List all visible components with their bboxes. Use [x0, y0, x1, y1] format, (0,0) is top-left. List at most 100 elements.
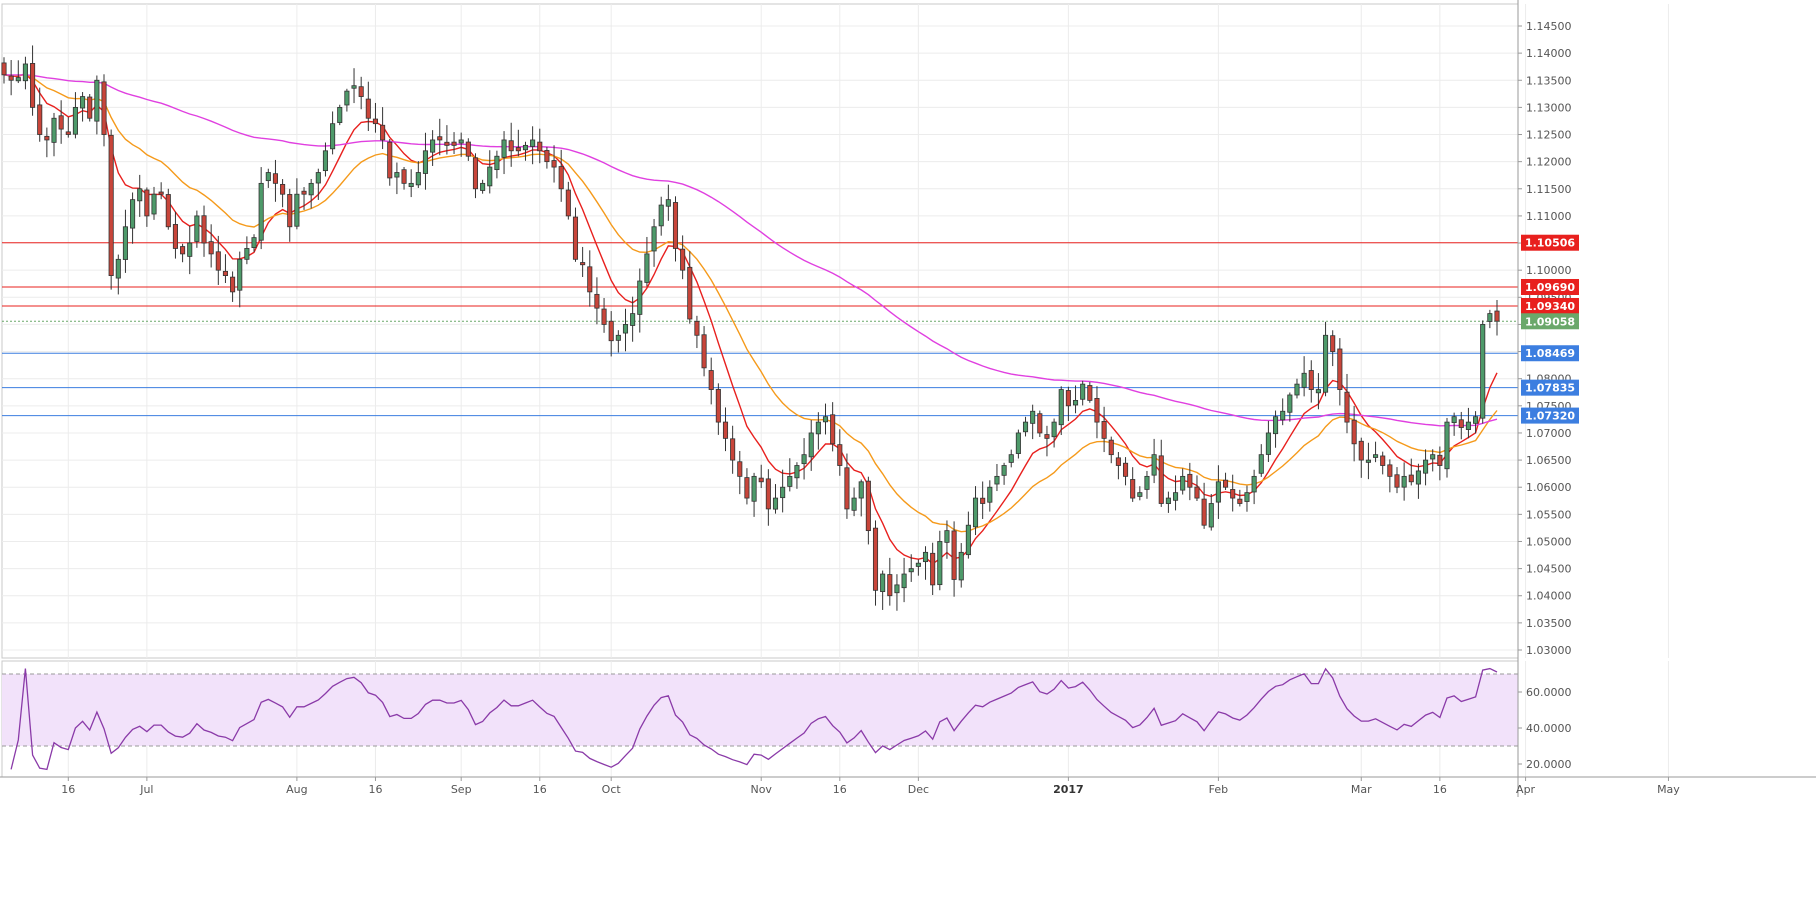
- candle-body: [915, 562, 921, 567]
- candle-body: [1065, 390, 1071, 407]
- candle-body: [330, 123, 336, 150]
- candle-body: [772, 497, 779, 510]
- candle-body: [1187, 473, 1193, 488]
- time-tick-label: 16: [533, 783, 547, 796]
- candle-body: [1237, 498, 1243, 504]
- candle-body: [815, 421, 821, 435]
- candle-body: [215, 251, 221, 271]
- level-price-label: 1.10506: [1525, 237, 1575, 250]
- candle-body: [587, 266, 593, 293]
- candle-body: [851, 497, 857, 511]
- candle-body: [1094, 398, 1100, 423]
- candle-body: [965, 524, 971, 556]
- candle-body: [572, 216, 579, 260]
- time-tick-label: 2017: [1053, 783, 1084, 796]
- candle-body: [1301, 372, 1307, 388]
- candle-body: [1394, 474, 1400, 488]
- candle-body: [158, 191, 164, 195]
- candle-body: [1037, 413, 1043, 434]
- candle-body: [822, 416, 829, 423]
- candle-body: [1415, 470, 1421, 485]
- candle-body: [351, 85, 357, 89]
- candle-body: [1208, 503, 1214, 528]
- candle-body: [1108, 439, 1114, 456]
- candle-body: [908, 568, 914, 573]
- candle-body: [1373, 454, 1379, 458]
- candle-body: [665, 199, 671, 207]
- time-tick-label: 16: [833, 783, 847, 796]
- candle-body: [1137, 492, 1143, 497]
- candle-body: [394, 172, 400, 178]
- candle-body: [1344, 391, 1350, 423]
- price-tick-label: 1.12500: [1526, 129, 1572, 142]
- candle-body: [608, 320, 614, 342]
- candle-body: [287, 194, 293, 228]
- candle-body: [322, 150, 329, 172]
- candle-body: [708, 370, 714, 390]
- candle-body: [1151, 454, 1157, 476]
- candle-body: [1087, 385, 1093, 401]
- candle-body: [937, 541, 943, 586]
- candle-body: [1437, 454, 1443, 466]
- candle-body: [222, 270, 228, 277]
- candle-body: [230, 276, 236, 293]
- candle-body: [601, 308, 607, 325]
- candle-body: [1294, 383, 1300, 396]
- candle-body: [80, 96, 86, 109]
- rsi-tick-label: 20.0000: [1526, 758, 1572, 771]
- rsi-line: [10, 667, 1498, 771]
- candle-body: [551, 160, 557, 168]
- candle-body: [1423, 459, 1429, 474]
- candle-body: [237, 258, 243, 291]
- candle-body: [615, 334, 621, 341]
- candle-body: [872, 527, 879, 591]
- candle-body: [501, 139, 507, 158]
- candle-body: [251, 237, 257, 249]
- price-tick-label: 1.05500: [1526, 508, 1572, 521]
- candle-body: [1058, 389, 1064, 426]
- candle-body: [672, 202, 679, 249]
- candle-body: [165, 194, 171, 228]
- price-tick-label: 1.06000: [1526, 481, 1572, 494]
- level-price-box: [1521, 297, 1579, 314]
- candle-body: [801, 454, 807, 465]
- candle-body: [1473, 416, 1479, 424]
- price-tick-label: 1.14000: [1526, 47, 1572, 60]
- candle-body: [694, 320, 700, 336]
- candle-body: [1465, 421, 1471, 430]
- candle-body: [65, 131, 71, 135]
- candle-body: [1030, 410, 1036, 424]
- candle-body: [258, 182, 264, 241]
- candle-body: [958, 551, 964, 581]
- candle-body: [744, 477, 750, 499]
- candle-body: [265, 172, 271, 182]
- candle-body: [865, 480, 871, 532]
- candle-body: [630, 313, 636, 326]
- level-price-label: 1.09058: [1525, 315, 1575, 328]
- candle-body: [1273, 416, 1279, 435]
- candle-body: [51, 117, 57, 143]
- candle-body: [637, 280, 643, 315]
- candle-body: [1130, 479, 1136, 499]
- price-tick-label: 1.12000: [1526, 156, 1572, 169]
- candle-body: [901, 573, 907, 589]
- candle-body: [1330, 335, 1336, 352]
- time-tick-label: Nov: [750, 783, 772, 796]
- candle-body: [1487, 313, 1493, 322]
- time-tick-label: 16: [61, 783, 75, 796]
- time-tick-label: Oct: [602, 783, 622, 796]
- candle-body: [1401, 475, 1407, 488]
- candle-body: [58, 115, 64, 130]
- candle-body: [487, 166, 493, 187]
- rsi-tick-label: 40.0000: [1526, 722, 1572, 735]
- candle-body: [1122, 462, 1129, 477]
- candle-body: [1308, 370, 1314, 390]
- level-price-box: [1521, 407, 1579, 424]
- candle-body: [537, 141, 543, 152]
- level-price-label: 1.07320: [1525, 410, 1575, 423]
- candle-body: [787, 475, 793, 487]
- candle-body: [437, 136, 443, 141]
- candle-body: [780, 486, 786, 499]
- candle-body: [972, 497, 979, 528]
- candle-body: [1223, 479, 1229, 488]
